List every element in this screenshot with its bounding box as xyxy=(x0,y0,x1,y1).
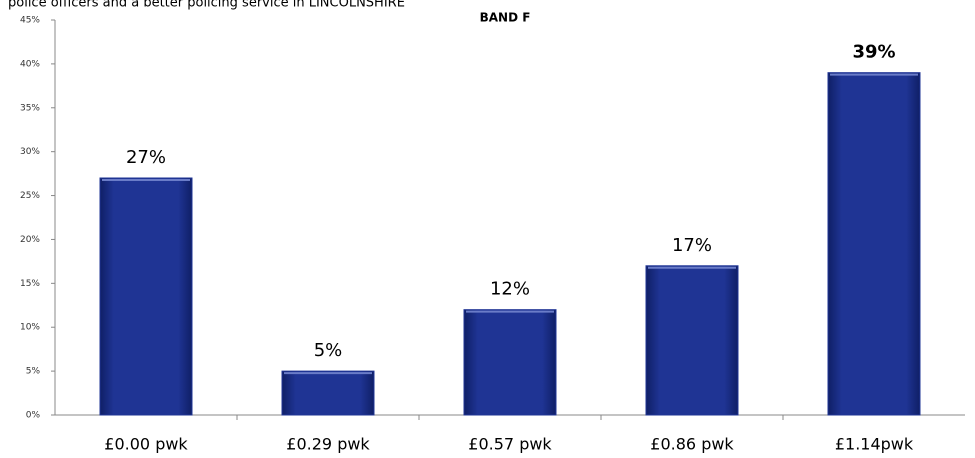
y-tick-label: 25% xyxy=(20,191,40,201)
x-tick-label: £0.86 pwk xyxy=(650,435,734,454)
bar xyxy=(827,72,921,416)
chart-title: BAND F xyxy=(480,11,531,25)
x-tick-label: £0.00 pwk xyxy=(104,435,188,454)
bar xyxy=(281,370,375,416)
y-tick-label: 35% xyxy=(20,103,40,113)
y-tick-label: 20% xyxy=(20,235,40,245)
value-label: 27% xyxy=(126,147,166,168)
value-label: 5% xyxy=(314,340,343,361)
bar xyxy=(645,265,739,416)
bar xyxy=(99,177,193,416)
y-tick-label: 15% xyxy=(20,279,40,289)
bar xyxy=(463,309,557,416)
chart-subtitle: police officers and a better policing se… xyxy=(8,0,405,11)
y-tick-label: 30% xyxy=(20,147,40,157)
y-tick-label: 5% xyxy=(26,367,41,377)
x-tick-label: £1.14pwk xyxy=(835,435,914,454)
x-tick-label: £0.57 pwk xyxy=(468,435,552,454)
x-tick-label: £0.29 pwk xyxy=(286,435,370,454)
y-tick-label: 0% xyxy=(26,411,41,421)
y-tick-label: 45% xyxy=(20,16,40,26)
value-label: 17% xyxy=(672,235,712,256)
y-tick-label: 40% xyxy=(20,59,40,69)
y-tick-label: 10% xyxy=(20,323,40,333)
value-label: 12% xyxy=(490,279,530,300)
value-label: 39% xyxy=(852,42,895,63)
